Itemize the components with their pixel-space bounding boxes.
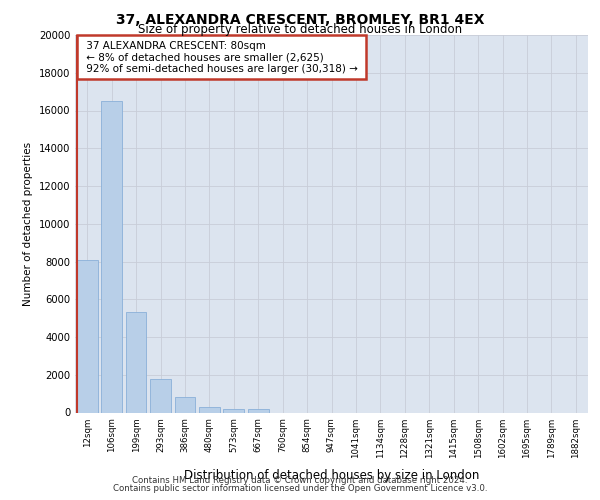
Bar <box>248 408 269 412</box>
Bar <box>223 408 244 412</box>
Text: Contains public sector information licensed under the Open Government Licence v3: Contains public sector information licen… <box>113 484 487 493</box>
Bar <box>199 407 220 412</box>
Bar <box>150 378 171 412</box>
Text: 37 ALEXANDRA CRESCENT: 80sqm
 ← 8% of detached houses are smaller (2,625)
 92% o: 37 ALEXANDRA CRESCENT: 80sqm ← 8% of det… <box>83 40 361 74</box>
Text: 37, ALEXANDRA CRESCENT, BROMLEY, BR1 4EX: 37, ALEXANDRA CRESCENT, BROMLEY, BR1 4EX <box>116 12 484 26</box>
Bar <box>77 260 98 412</box>
Bar <box>175 398 196 412</box>
X-axis label: Distribution of detached houses by size in London: Distribution of detached houses by size … <box>184 469 479 482</box>
Bar <box>125 312 146 412</box>
Bar <box>101 101 122 412</box>
Text: Contains HM Land Registry data © Crown copyright and database right 2024.: Contains HM Land Registry data © Crown c… <box>132 476 468 485</box>
Y-axis label: Number of detached properties: Number of detached properties <box>23 142 33 306</box>
Text: Size of property relative to detached houses in London: Size of property relative to detached ho… <box>138 22 462 36</box>
